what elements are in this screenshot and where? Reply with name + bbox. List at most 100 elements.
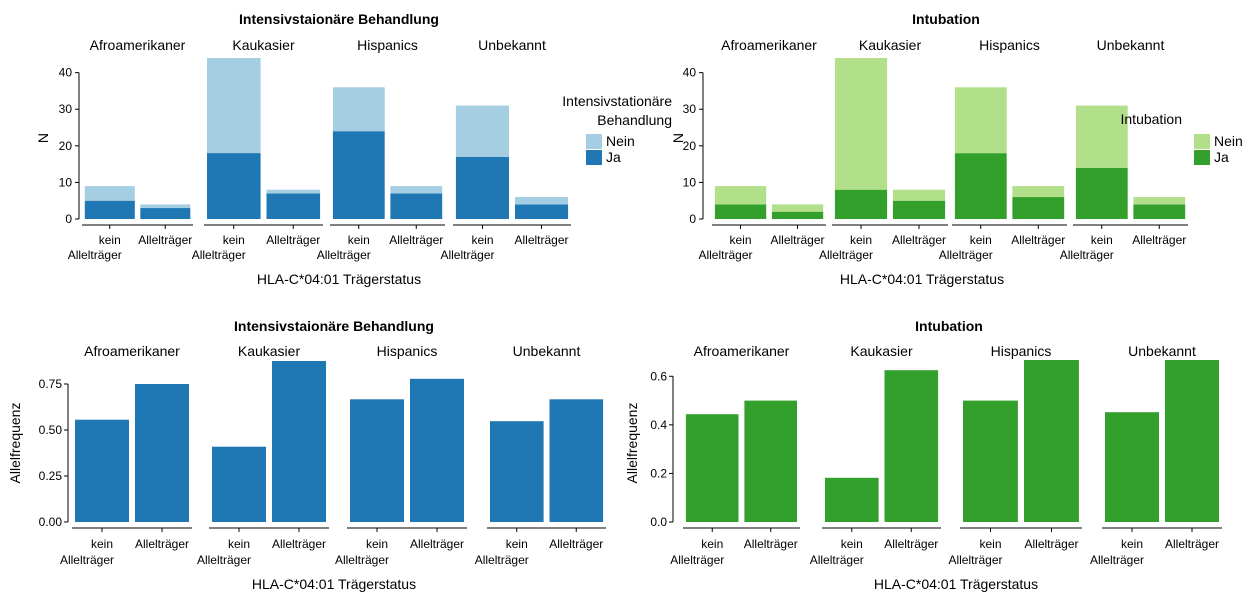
legend-label: Ja (1214, 149, 1229, 165)
x-tick-label: Allelträger (1024, 537, 1078, 551)
legend-title: Intensivstationäre (562, 93, 672, 109)
facet-label: Kaukasier (232, 37, 295, 53)
x-tick-label: Allelträger (810, 553, 864, 567)
x-tick-label: Allelträger (410, 537, 464, 551)
bar-nein-0-0 (84, 186, 135, 201)
legend-label: Nein (1214, 133, 1243, 149)
y-tick-label: 0.4 (650, 418, 667, 432)
facet-label: Unbekannt (1097, 37, 1165, 53)
chart-title: Intubation (912, 11, 980, 27)
chart-panel-2: Intensivstaionäre Behandlung 0.00 0.25 0.50… (7, 318, 606, 592)
bar-nein-0-1 (140, 204, 191, 209)
bar-ja-1-1 (266, 193, 321, 219)
x-tick-label: Allelträger (892, 233, 946, 247)
x-tick-label: kein (701, 537, 723, 551)
y-tick-label: 0.2 (650, 466, 667, 480)
y-tick-label: 40 (59, 66, 73, 80)
facet-label: Hispanics (357, 37, 418, 53)
chart-title: Intensivstaionäre Behandlung (239, 11, 439, 27)
bar-value-0-1 (135, 384, 189, 522)
bar-value-3-0 (490, 421, 544, 522)
y-axis-label: N (35, 133, 51, 143)
x-tick-label: kein (841, 537, 863, 551)
facet-label: Hispanics (377, 343, 438, 359)
y-tick-label: 10 (683, 175, 697, 189)
bar-ja-2-1 (1012, 197, 1065, 219)
x-tick-label: Allelträger (1165, 537, 1219, 551)
bar-ja-0-0 (84, 200, 135, 219)
facet-label: Afroamerikaner (694, 343, 790, 359)
bar-nein-1-1 (892, 189, 946, 201)
y-tick-label: 20 (59, 139, 73, 153)
bar-value-2-1 (410, 378, 464, 522)
legend-title: Intubation (1121, 111, 1183, 127)
bar-nein-2-0 (954, 87, 1007, 154)
y-tick-label: 10 (59, 175, 73, 189)
y-axis-label: Allelfrequenz (7, 403, 23, 484)
x-tick-label: Allelträger (819, 248, 873, 262)
chart-panel-1: Intubation 0 10 20 30 40 N HLA-C*04:01 Trägerst… (670, 11, 1243, 287)
bar-nein-3-1 (515, 197, 569, 205)
x-tick-label: kein (471, 233, 493, 247)
x-tick-label: Allelträger (192, 248, 246, 262)
bar-nein-2-1 (1012, 186, 1065, 198)
legend-swatch-ja (586, 150, 602, 165)
y-tick-label: 0.0 (650, 515, 667, 529)
facet-label: Afroamerikaner (721, 37, 817, 53)
x-axis-label: HLA-C*04:01 Trägerstatus (874, 576, 1038, 592)
bar-ja-0-0 (714, 204, 767, 219)
facet-label: Unbekannt (1128, 343, 1196, 359)
legend-swatch-nein (1194, 134, 1210, 149)
facet-label: Hispanics (979, 37, 1040, 53)
x-tick-label: kein (729, 233, 751, 247)
x-tick-label: Allelträger (68, 248, 122, 262)
x-tick-label: Allelträger (440, 248, 494, 262)
x-tick-label: Allelträger (1011, 233, 1065, 247)
x-tick-label: kein (91, 537, 113, 551)
y-axis-label: Allelfrequenz (624, 403, 640, 484)
x-tick-label: Allelträger (266, 233, 320, 247)
bar-nein-1-0 (834, 58, 888, 190)
bar-nein-3-0 (1075, 105, 1128, 168)
x-tick-label: kein (223, 233, 245, 247)
y-tick-label: 0.75 (39, 377, 63, 391)
bar-value-2-0 (963, 400, 1018, 522)
facet-label: Kaukasier (859, 37, 922, 53)
x-tick-label: Allelträger (1090, 553, 1144, 567)
bar-nein-3-0 (455, 105, 509, 157)
bar-ja-2-0 (954, 153, 1007, 219)
chart-panel-0: Intensivstaionäre Behandlung 0 10 20 30 40 N HL… (35, 11, 672, 287)
legend-swatch-ja (1194, 150, 1210, 165)
x-tick-label: Allelträger (197, 553, 251, 567)
bar-value-1-1 (272, 361, 326, 522)
x-tick-label: Allelträger (698, 248, 752, 262)
chart-title: Intubation (915, 318, 983, 334)
facet-label: Hispanics (991, 343, 1052, 359)
y-tick-label: 20 (683, 139, 697, 153)
facet-label: Kaukasier (850, 343, 913, 359)
y-tick-label: 0.6 (650, 369, 667, 383)
y-tick-label: 0.00 (39, 515, 63, 529)
x-tick-label: Allelträger (948, 553, 1002, 567)
bar-value-1-0 (212, 446, 266, 522)
x-tick-label: Allelträger (272, 537, 326, 551)
bar-nein-1-1 (266, 189, 321, 194)
x-tick-label: Allelträger (335, 553, 389, 567)
bar-nein-2-0 (332, 87, 385, 132)
bar-ja-1-1 (892, 200, 946, 219)
y-tick-label: 0 (689, 212, 696, 226)
facet-label: Afroamerikaner (84, 343, 180, 359)
x-tick-label: Allelträger (670, 553, 724, 567)
chart-panel-3: Intubation 0.0 0.2 0.4 0.6 Allelfrequenz HLA-C… (624, 318, 1222, 592)
bar-nein-1-0 (207, 58, 261, 154)
